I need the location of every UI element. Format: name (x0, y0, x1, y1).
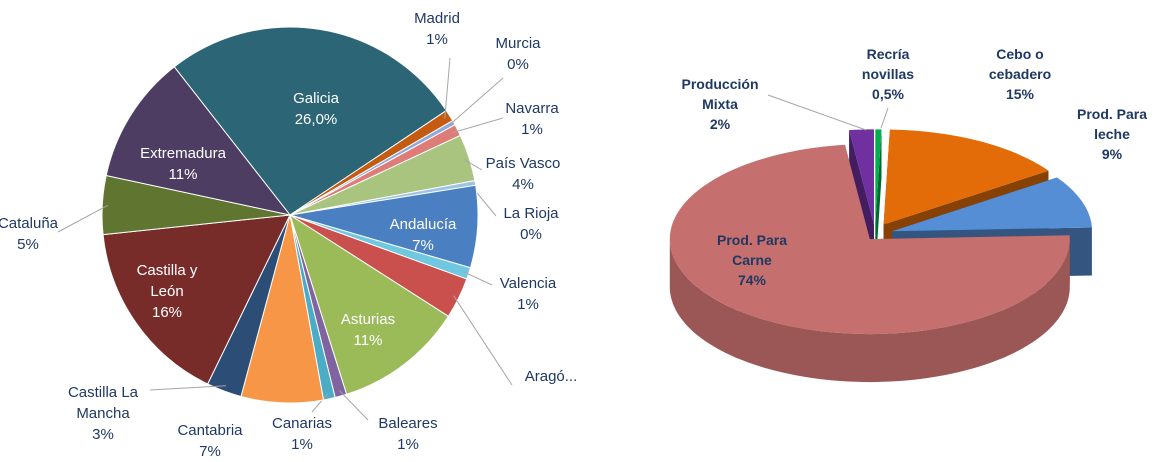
leader-line (453, 295, 513, 386)
category-label: Prod. Para leche (1076, 106, 1148, 142)
pie-slice (875, 129, 882, 225)
value-label: 15% (1005, 86, 1035, 102)
category-label: Cataluña (0, 215, 59, 232)
pie-slice (892, 177, 1092, 232)
value-label: 1% (397, 436, 419, 453)
value-label: 9% (1101, 146, 1123, 162)
category-label: Recría novillas (861, 46, 915, 82)
pie-slice (289, 213, 450, 395)
slice-label: Prod. Para leche 9% (1066, 104, 1158, 164)
slice-face (875, 129, 882, 273)
category-label: Cantabria (177, 422, 243, 439)
value-label: 1% (517, 296, 539, 313)
leader-line (767, 94, 867, 131)
category-label: Valencia (499, 275, 557, 292)
leader-line (448, 77, 504, 126)
category-label: Madrid (414, 10, 460, 27)
value-label: 0,5% (872, 86, 904, 102)
category-label: Castilla La Mancha (67, 384, 139, 422)
slice-label: Galicia 26,0% (271, 88, 361, 130)
value-label: 16% (151, 304, 183, 321)
category-label: País Vasco (485, 155, 561, 172)
category-label: Castilla y León (136, 262, 198, 300)
value-label: 26,0% (294, 111, 338, 128)
slice-label: Valencia 1% (483, 273, 573, 315)
slice-label: Navarra 1% (487, 98, 577, 140)
category-label: Prod. Para Carne (716, 232, 788, 268)
value-label: 3% (92, 426, 114, 443)
pie-slice (102, 214, 291, 385)
pie-slice (173, 26, 448, 216)
value-label: 11% (353, 332, 383, 349)
category-label: La Rioja (503, 205, 559, 222)
value-label: 4% (512, 176, 534, 193)
value-label: 11% (168, 166, 198, 183)
slice-label: Prod. Para Carne 74% (706, 230, 798, 290)
slice-label: Canarias 1% (257, 413, 347, 455)
category-label: Producción Mixta (681, 76, 759, 112)
category-label: Canarias (271, 415, 333, 432)
value-label: 1% (291, 436, 313, 453)
value-label: 0% (520, 226, 542, 243)
slice-label: Aragó... (506, 366, 596, 387)
slice-label: Cebo o cebadero 15% (974, 44, 1066, 104)
category-label: Galicia (293, 90, 339, 107)
slice-label: Castilla La Mancha 3% (58, 382, 148, 445)
slice-label: Andalucía 7% (378, 214, 468, 256)
value-label: 2% (709, 116, 731, 132)
category-label: Asturias (340, 311, 396, 328)
category-label: Extremadura (140, 145, 226, 162)
value-label: 74% (737, 272, 767, 288)
value-label: 0% (507, 56, 529, 73)
category-label: Navarra (505, 100, 559, 117)
leader-line (311, 392, 329, 413)
category-label: Andalucía (389, 216, 457, 233)
category-label: Cebo o cebadero (988, 46, 1052, 82)
value-label: 5% (17, 236, 39, 253)
category-label: Aragó... (524, 368, 578, 385)
slice-side (669, 239, 1070, 383)
slice-label: País Vasco 4% (478, 153, 568, 195)
leader-line (149, 385, 227, 391)
category-label: Baleares (378, 415, 438, 432)
slice-label: Recría novillas 0,5% (842, 44, 934, 104)
slice-label: Castilla y León 16% (122, 260, 212, 323)
value-label: 1% (521, 121, 543, 138)
value-label: 1% (426, 31, 448, 48)
leader-line (463, 271, 493, 286)
value-label: 7% (199, 443, 221, 460)
slice-label: Cantabria 7% (165, 420, 255, 462)
slice-label: La Rioja 0% (486, 203, 576, 245)
category-label: Murcia (495, 35, 541, 52)
slice-label: Murcia 0% (473, 33, 563, 75)
slice-label: Madrid 1% (392, 8, 482, 50)
pie-slice (849, 129, 874, 225)
leader-line (339, 390, 369, 421)
pie-slice (669, 144, 1070, 335)
leader-line (57, 204, 109, 233)
leader-line (444, 57, 451, 119)
pie-slice (105, 66, 292, 216)
leader-line (463, 158, 483, 171)
slice-label: Extremadura 11% (138, 143, 228, 185)
slice-label: Asturias 11% (323, 309, 413, 351)
pie-slice (883, 129, 1049, 225)
value-label: 7% (412, 237, 434, 254)
leader-line (880, 107, 889, 129)
slice-label: Producción Mixta 2% (674, 74, 766, 134)
leader-line (452, 117, 504, 134)
slice-label: Cataluña 5% (0, 213, 73, 255)
slice-label: Baleares 1% (363, 413, 453, 455)
